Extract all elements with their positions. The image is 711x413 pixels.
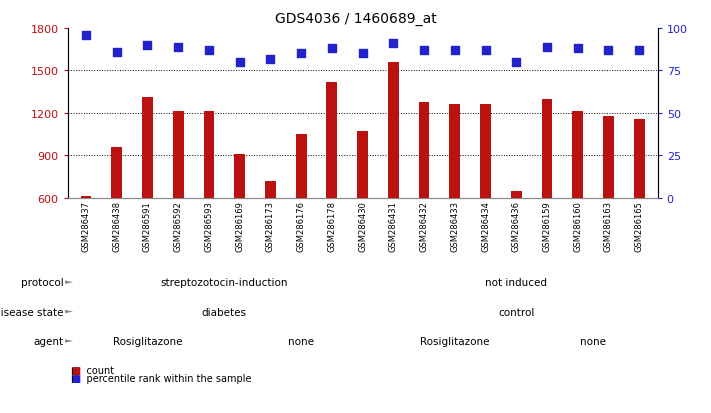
Text: protocol: protocol — [21, 278, 64, 287]
Bar — [296, 135, 306, 198]
Bar — [449, 104, 460, 198]
Bar — [419, 102, 429, 198]
Text: ■: ■ — [71, 373, 80, 383]
Point — [541, 44, 552, 51]
Bar — [235, 154, 245, 198]
Bar — [142, 98, 153, 198]
Point — [387, 41, 399, 47]
Bar — [80, 196, 92, 198]
Point — [296, 51, 307, 57]
Bar — [572, 112, 583, 198]
Bar — [112, 147, 122, 198]
Point — [80, 32, 92, 39]
Point — [234, 59, 245, 66]
Point — [510, 59, 522, 66]
Bar — [480, 105, 491, 198]
Bar — [357, 132, 368, 198]
Bar — [388, 63, 399, 198]
Bar — [603, 117, 614, 198]
Bar — [542, 100, 552, 198]
Text: none: none — [580, 336, 606, 346]
Bar — [173, 112, 183, 198]
Polygon shape — [65, 339, 73, 343]
Text: diabetes: diabetes — [202, 307, 247, 317]
Point — [480, 47, 491, 54]
Text: GDS4036 / 1460689_at: GDS4036 / 1460689_at — [274, 12, 437, 26]
Point — [203, 47, 215, 54]
Point — [326, 46, 338, 52]
Text: ■: ■ — [71, 366, 80, 375]
Text: none: none — [288, 336, 314, 346]
Polygon shape — [65, 281, 73, 284]
Text: Rosiglitazone: Rosiglitazone — [113, 336, 182, 346]
Bar — [511, 192, 522, 198]
Text: not induced: not induced — [486, 278, 547, 287]
Text: Rosiglitazone: Rosiglitazone — [420, 336, 490, 346]
Point — [572, 46, 584, 52]
Point — [603, 47, 614, 54]
Point — [357, 51, 368, 57]
Point — [173, 44, 184, 51]
Text: streptozotocin-induction: streptozotocin-induction — [161, 278, 288, 287]
Point — [111, 49, 122, 56]
Bar — [265, 181, 276, 198]
Bar — [203, 112, 214, 198]
Bar — [326, 83, 337, 198]
Point — [418, 47, 429, 54]
Text: ■  count: ■ count — [71, 366, 114, 375]
Bar — [634, 119, 645, 198]
Text: disease state: disease state — [0, 307, 64, 317]
Point — [264, 56, 276, 63]
Point — [449, 47, 461, 54]
Polygon shape — [65, 310, 73, 313]
Text: control: control — [498, 307, 535, 317]
Text: ■  percentile rank within the sample: ■ percentile rank within the sample — [71, 373, 252, 383]
Point — [634, 47, 645, 54]
Point — [141, 43, 153, 49]
Text: agent: agent — [34, 336, 64, 346]
